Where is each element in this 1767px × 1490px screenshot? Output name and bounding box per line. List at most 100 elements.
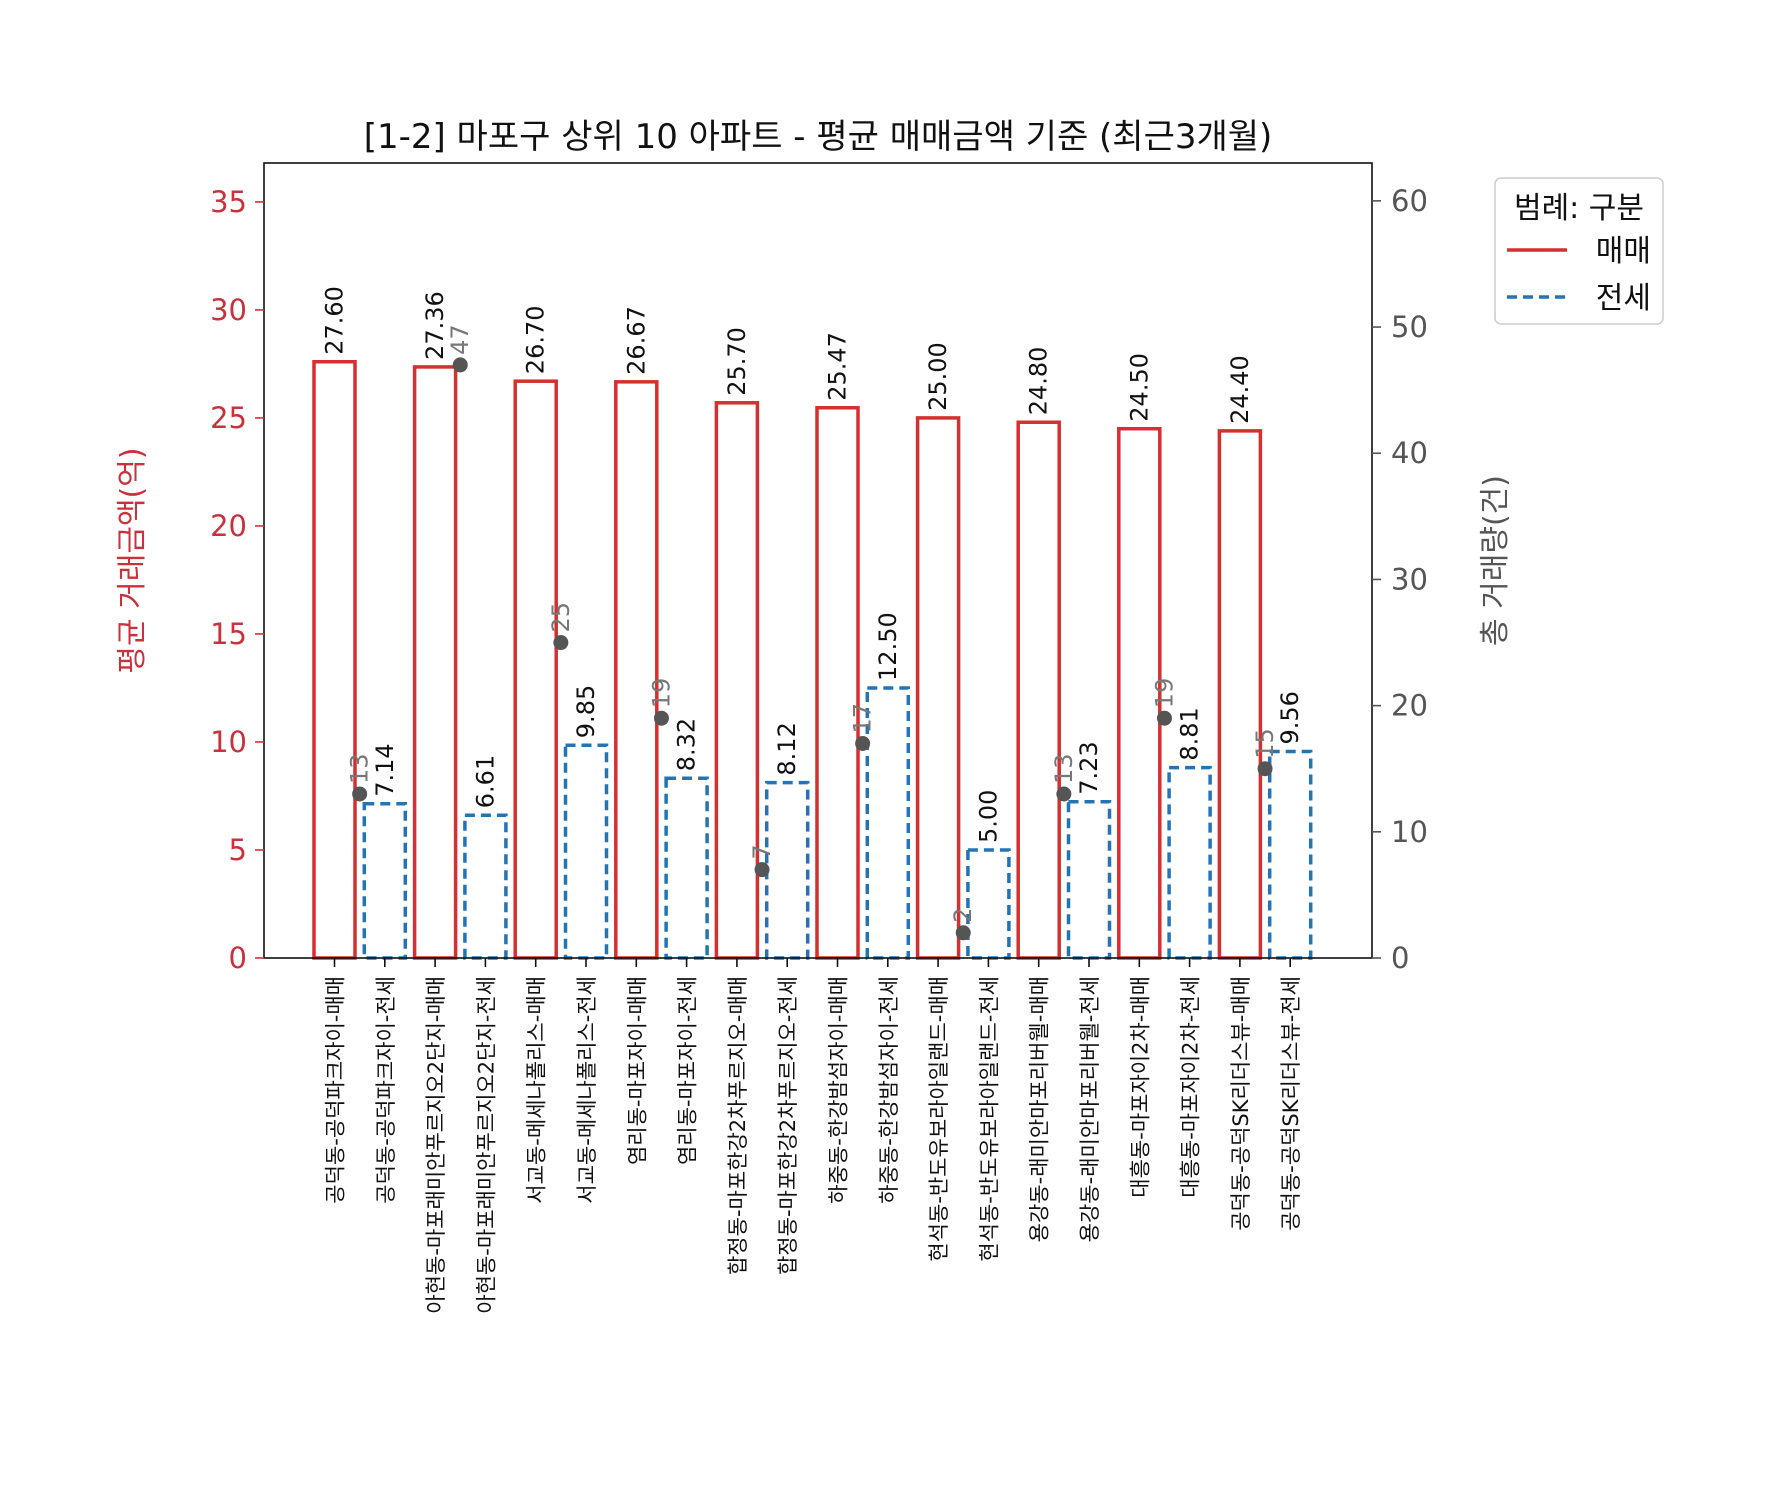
- x-tick-label: 현석동-반도유보라아일랜드-전세: [977, 976, 1001, 1262]
- x-tick-label: 용강동-래미안마포리버웰-전세: [1078, 976, 1102, 1242]
- legend-entry: 매매: [1596, 234, 1651, 269]
- right-tick-label: 10: [1391, 815, 1428, 849]
- bar-maemae: [513, 379, 558, 960]
- legend-title: 범례: 구분: [1514, 191, 1644, 226]
- left-axis-title: 평균 거래금액(억): [115, 447, 150, 673]
- left-tick-label: 10: [210, 725, 247, 759]
- left-tick-label: 0: [229, 941, 247, 975]
- left-tick-label: 30: [210, 293, 247, 327]
- x-tick-label: 서교동-메세나폴리스-매매: [525, 976, 549, 1204]
- plot-frame: [263, 162, 1373, 959]
- x-tick-label: 하중동-한강밤섬자이-전세: [877, 976, 901, 1204]
- bar-jeonse: [563, 743, 609, 960]
- right-tick-label: 0: [1391, 941, 1409, 975]
- bar-jeonse: [1267, 749, 1313, 960]
- x-tick-label: 아현동-마포래미안푸르지오2단지-매매: [424, 976, 448, 1314]
- count-marker: [955, 925, 971, 941]
- left-tick-label: 5: [229, 833, 247, 867]
- right-tick-label: 60: [1391, 184, 1428, 218]
- count-label: 47: [446, 324, 474, 355]
- x-tick-label: 염리동-마포자이-매매: [625, 976, 649, 1165]
- right-axis-title: 총 거래량(건): [1478, 475, 1513, 646]
- count-label: 7: [748, 844, 776, 859]
- right-tick-label: 30: [1391, 562, 1428, 596]
- chart-title: [1-2] 마포구 상위 10 아파트 - 평균 매매금액 기준 (최근3개월): [364, 117, 1273, 157]
- x-tick-label: 공덕동-공덕파크자이-매매: [324, 976, 348, 1204]
- x-tick-label: 용강동-래미안마포리버웰-매매: [1028, 976, 1052, 1242]
- bar-jeonse: [865, 686, 911, 960]
- count-marker: [352, 786, 368, 802]
- count-marker: [1257, 761, 1273, 777]
- count-label: 15: [1251, 728, 1279, 759]
- bar-value-label: 7.14: [371, 743, 399, 796]
- x-tick-label: 공덕동-공덕파크자이-전세: [374, 976, 398, 1204]
- bar-value-label: 25.47: [824, 332, 852, 401]
- count-marker: [452, 357, 468, 373]
- bar-jeonse: [362, 802, 408, 960]
- x-tick-label: 공덕동-공덕SK리더스뷰-매매: [1229, 976, 1253, 1231]
- bar-value-label: 8.81: [1176, 707, 1204, 760]
- x-tick-label: 합정동-마포한강2차푸르지오-전세: [776, 976, 800, 1275]
- x-tick-label: 아현동-마포래미안푸르지오2단지-전세: [474, 976, 498, 1314]
- bar-jeonse: [1066, 800, 1112, 960]
- x-tick-label: 대흥동-마포자이2차-매매: [1128, 976, 1152, 1198]
- bar-maemae: [614, 380, 659, 960]
- bar-value-label: 6.61: [471, 755, 499, 808]
- count-label: 13: [1050, 753, 1078, 784]
- bar-maemae: [815, 406, 860, 960]
- count-label: 25: [547, 602, 575, 633]
- bar-value-label: 24.40: [1226, 355, 1254, 424]
- count-marker: [653, 710, 669, 726]
- left-tick-label: 35: [210, 185, 247, 219]
- x-tick-label: 염리동-마포자이-전세: [676, 976, 700, 1165]
- left-tick-label: 20: [210, 509, 247, 543]
- bar-value-label: 8.12: [773, 722, 801, 775]
- right-tick-label: 40: [1391, 436, 1428, 470]
- bar-value-label: 27.36: [421, 291, 449, 360]
- x-tick-label: 서교동-메세나폴리스-전세: [575, 976, 599, 1204]
- bar-value-label: 27.60: [321, 286, 349, 355]
- count-marker: [1156, 710, 1172, 726]
- bar-jeonse: [1167, 765, 1212, 960]
- bar-value-label: 7.23: [1075, 741, 1103, 794]
- x-tick-label: 하중동-한강밤섬자이-매매: [827, 976, 851, 1204]
- count-label: 2: [949, 907, 977, 922]
- count-label: 13: [346, 753, 374, 784]
- bar-value-label: 26.67: [622, 306, 650, 375]
- count-marker: [855, 735, 871, 751]
- count-marker: [754, 862, 770, 878]
- bar-jeonse: [463, 813, 508, 960]
- bar-value-label: 24.80: [1025, 347, 1053, 416]
- bar-jeonse: [764, 780, 810, 960]
- right-tick-label: 20: [1391, 689, 1428, 723]
- bar-value-label: 5.00: [974, 790, 1002, 843]
- right-tick-label: 50: [1391, 310, 1428, 344]
- bar-value-label: 24.50: [1125, 353, 1153, 422]
- bar-value-label: 8.32: [673, 718, 701, 771]
- bar-maemae: [1217, 429, 1263, 960]
- x-tick-label: 공덕동-공덕SK리더스뷰-전세: [1279, 976, 1303, 1231]
- count-label: 17: [849, 703, 877, 734]
- x-tick-label: 현석동-반도유보라아일랜드-매매: [927, 976, 951, 1262]
- bar-value-label: 25.00: [924, 342, 952, 411]
- bar-value-label: 9.85: [572, 685, 600, 738]
- bar-value-label: 26.70: [522, 305, 550, 374]
- bar-maemae: [312, 360, 357, 960]
- count-label: 19: [647, 678, 675, 709]
- left-tick-label: 25: [210, 401, 247, 435]
- left-tick-label: 15: [210, 617, 247, 651]
- bar-maemae: [1016, 420, 1061, 960]
- bar-value-label: 25.70: [723, 327, 751, 396]
- x-tick-label: 대흥동-마포자이2차-전세: [1179, 976, 1203, 1198]
- bar-maemae: [714, 401, 760, 960]
- bar-value-label: 12.50: [874, 612, 902, 681]
- bar-value-label: 9.56: [1276, 691, 1304, 744]
- bar-jeonse: [664, 776, 709, 960]
- count-marker: [1056, 786, 1072, 802]
- bar-jeonse: [966, 848, 1011, 960]
- legend-entry: 전세: [1596, 281, 1651, 316]
- count-label: 19: [1150, 678, 1178, 709]
- bar-maemae: [412, 365, 458, 960]
